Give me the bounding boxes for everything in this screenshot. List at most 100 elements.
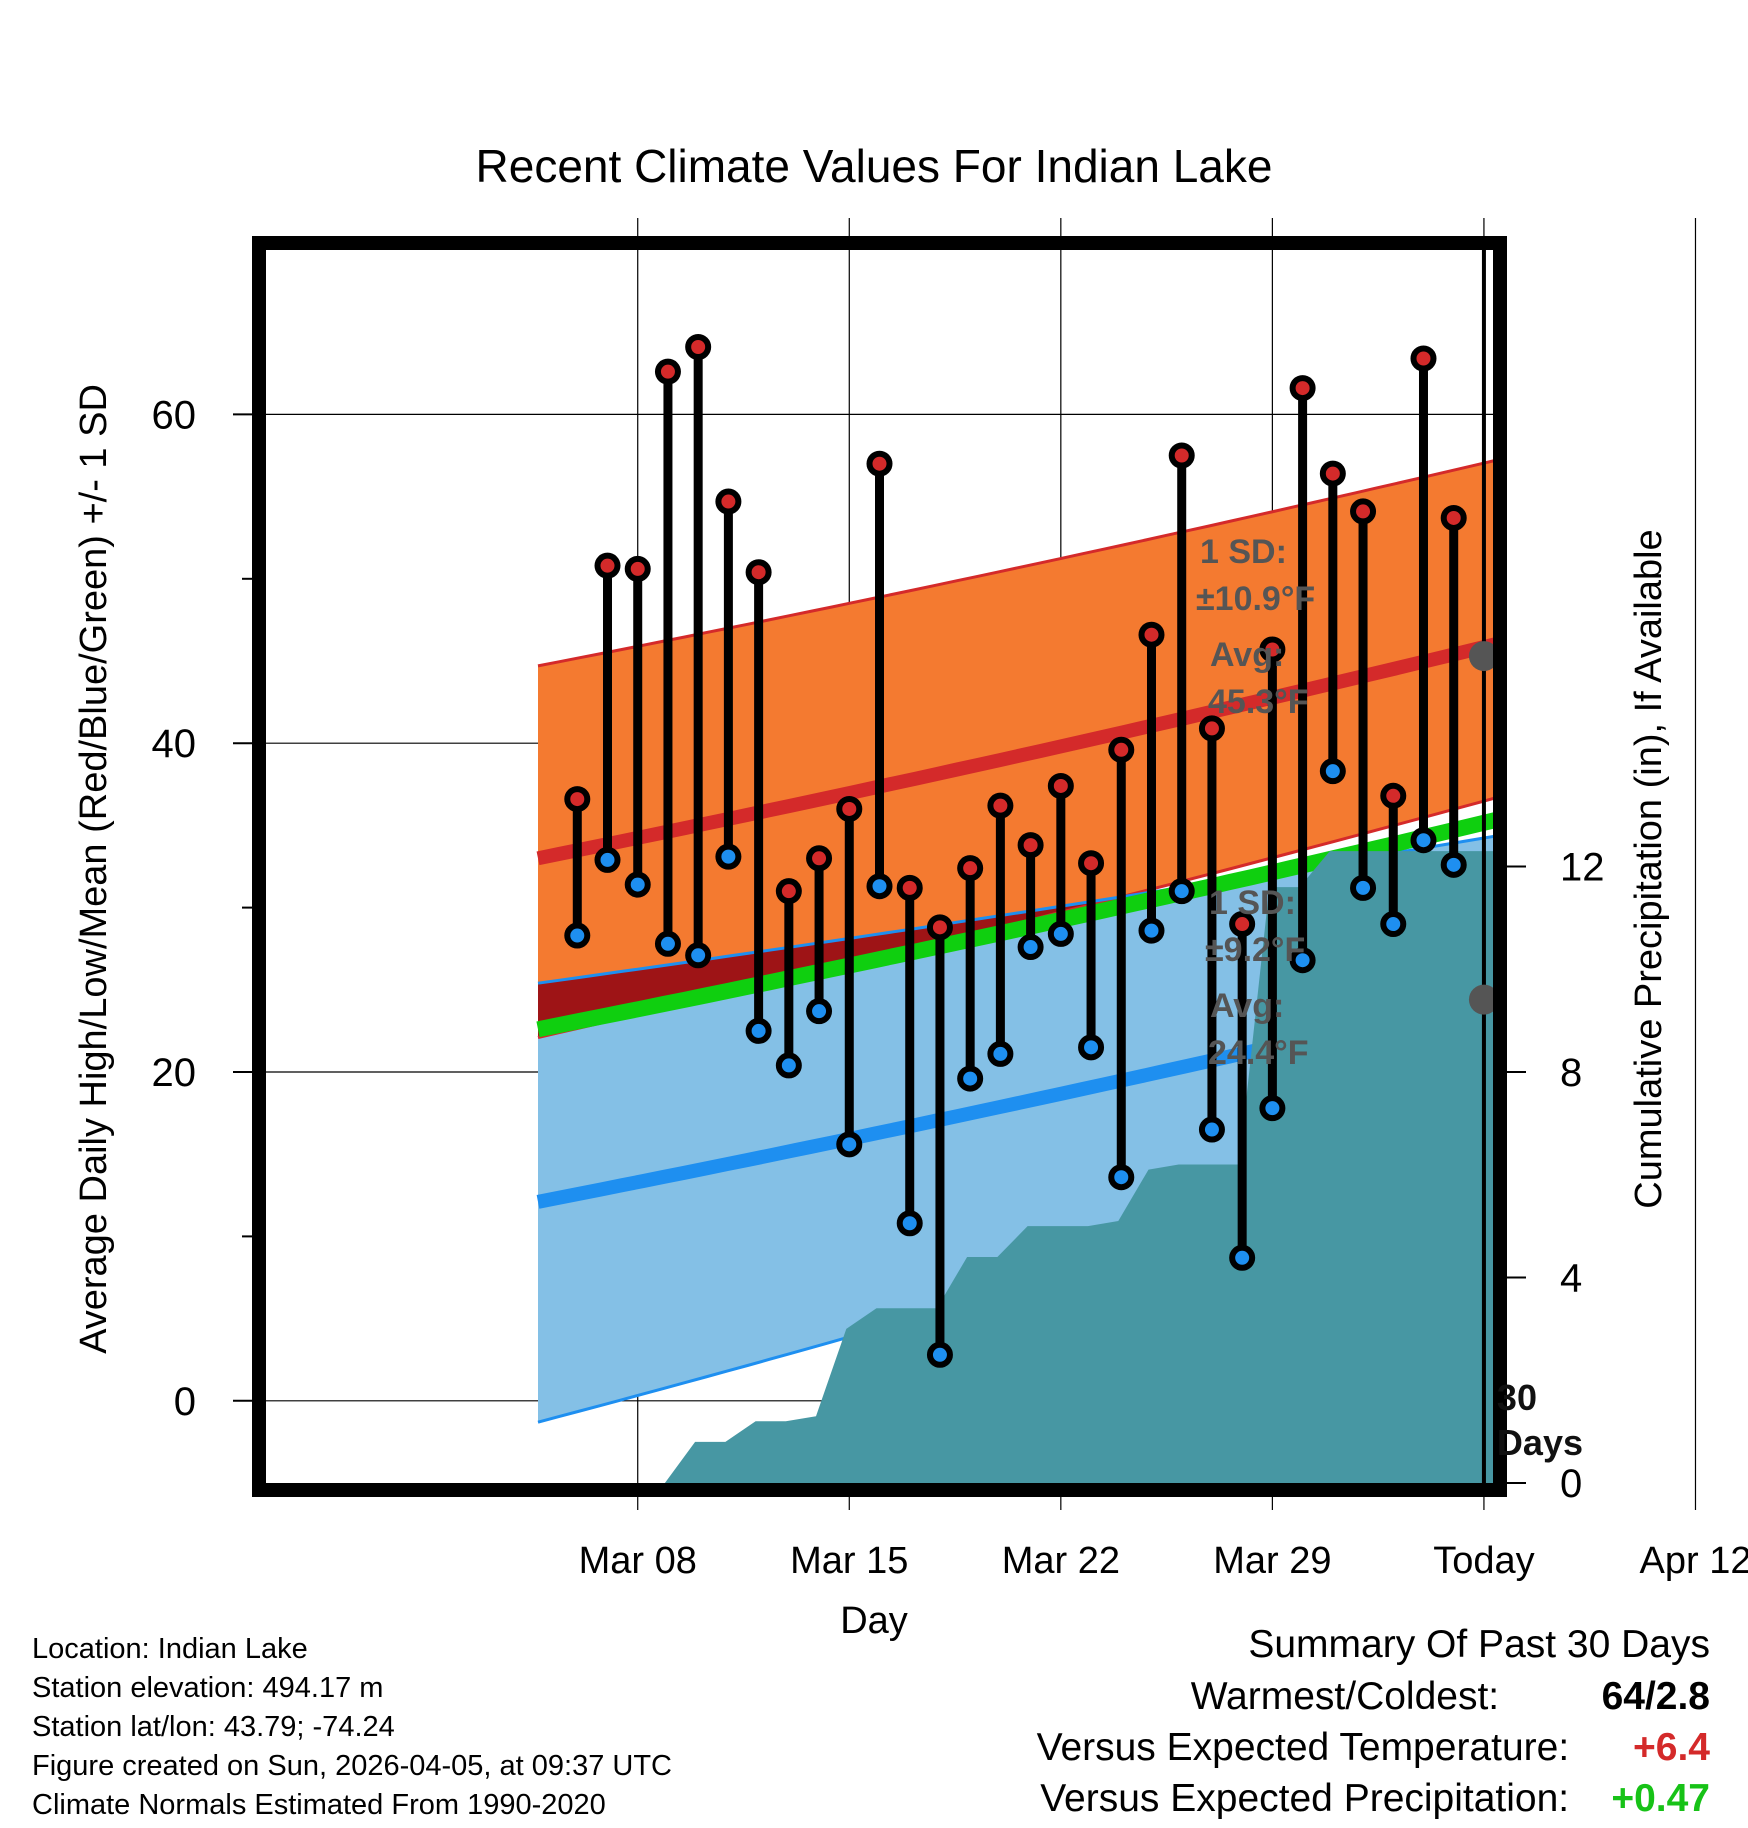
daily-high-dot — [1017, 832, 1044, 859]
today-box-label-line: 30 — [1497, 1377, 1537, 1418]
summary-temperature: Versus Expected Temperature: +6.4 — [1037, 1728, 1710, 1767]
low-avg-label: Avg: — [1210, 987, 1284, 1025]
daily-low-dot — [926, 1341, 953, 1368]
warmest-label: Warmest/Coldest: — [1190, 1675, 1500, 1718]
chart-title: Recent Climate Values For Indian Lake — [476, 140, 1273, 192]
today-box-label-line: Days — [1497, 1422, 1583, 1463]
daily-low-dot — [745, 1017, 772, 1044]
daily-high-dot — [896, 874, 923, 901]
daily-high-dot — [1198, 715, 1225, 742]
x-axis-title: Day — [840, 1600, 908, 1642]
daily-low-dot — [1259, 1095, 1286, 1122]
normal-mean-line — [536, 812, 1493, 1038]
x-tick-label: Apr 12 — [1640, 1540, 1748, 1582]
y-tick-label: 40 — [152, 722, 197, 766]
daily-low-dot — [775, 1052, 802, 1079]
daily-low-dot — [715, 843, 742, 870]
precipitation-area — [664, 851, 1493, 1483]
daily-low-dot — [1440, 851, 1467, 878]
daily-low-dot — [1108, 1164, 1135, 1191]
daily-high-dot — [1410, 345, 1437, 372]
daily-high-dot — [1350, 498, 1377, 525]
daily-low-dot — [866, 873, 893, 900]
daily-high-dot — [1108, 736, 1135, 763]
footer-normals: Climate Normals Estimated From 1990-2020 — [32, 1789, 606, 1821]
precip-value: +0.47 — [1611, 1777, 1710, 1820]
daily-high-dot — [745, 559, 772, 586]
summary-warmest: Warmest/Coldest: 64/2.8 — [1191, 1677, 1710, 1716]
y-axis-title: Average Daily High/Low/Mean (Red/Blue/Gr… — [73, 384, 115, 1354]
daily-high-dot — [1168, 442, 1195, 469]
y2-tick-label: 4 — [1560, 1257, 1582, 1301]
daily-low-dot — [1289, 947, 1316, 974]
high-sd-value: ±10.9°F — [1196, 580, 1315, 618]
daily-low-dot — [654, 930, 681, 957]
daily-low-dot — [1078, 1034, 1105, 1061]
summary-title: Summary Of Past 30 Days — [1248, 1625, 1710, 1664]
daily-high-dot — [806, 845, 833, 872]
daily-low-dot — [594, 846, 621, 873]
daily-low-dot — [806, 998, 833, 1025]
daily-dots — [564, 333, 1467, 1368]
daily-high-dot — [957, 855, 984, 882]
footer-location: Location: Indian Lake — [32, 1633, 308, 1665]
daily-low-dot — [1380, 911, 1407, 938]
x-tick-label: Mar 29 — [1213, 1540, 1331, 1582]
normal-high-line — [536, 637, 1493, 866]
daily-high-dot — [715, 488, 742, 515]
daily-high-dot — [624, 555, 651, 582]
temp-value: +6.4 — [1633, 1726, 1710, 1769]
summary-precipitation: Versus Expected Precipitation: +0.47 — [1040, 1779, 1710, 1818]
daily-range-stems — [572, 346, 1459, 1355]
warmest-value: 64/2.8 — [1601, 1675, 1710, 1718]
daily-high-dot — [1259, 636, 1286, 663]
daily-low-dot — [836, 1131, 863, 1158]
daily-low-dot — [1168, 878, 1195, 905]
daily-low-dot — [896, 1210, 923, 1237]
high-sd-upper-edge — [537, 459, 1493, 668]
y2-tick-label: 0 — [1560, 1462, 1582, 1506]
footer-elevation: Station elevation: 494.17 m — [32, 1672, 384, 1704]
x-tick-label: Mar 22 — [1002, 1540, 1120, 1582]
daily-low-dot — [1229, 1244, 1256, 1271]
daily-high-dot — [1289, 375, 1316, 402]
daily-high-dot — [1229, 911, 1256, 938]
footer-created: Figure created on Sun, 2026-04-05, at 09… — [32, 1750, 672, 1782]
high-avg-value: 45.3°F — [1208, 683, 1309, 721]
y2-tick-label: 8 — [1560, 1051, 1582, 1095]
daily-high-dot — [1047, 772, 1074, 799]
daily-high-dot — [866, 450, 893, 477]
x-tick-label: Mar 15 — [790, 1540, 908, 1582]
x-tick-label: Mar 08 — [579, 1540, 697, 1582]
daily-low-dot — [1350, 874, 1377, 901]
daily-low-dot — [957, 1065, 984, 1092]
daily-low-dot — [564, 922, 591, 949]
low-avg-marker — [1468, 984, 1499, 1015]
daily-high-dot — [1380, 782, 1407, 809]
low-avg-value: 24.4°F — [1208, 1034, 1309, 1072]
y2-tick-label: 12 — [1560, 846, 1605, 890]
low-sd-value: ±9.2°F — [1205, 931, 1305, 969]
temp-label: Versus Expected Temperature: — [1036, 1726, 1570, 1769]
daily-low-dot — [1319, 758, 1346, 785]
daily-low-dot — [1047, 920, 1074, 947]
high-avg-marker — [1468, 641, 1499, 672]
y-tick-label: 20 — [152, 1051, 197, 1095]
daily-low-dot — [987, 1040, 1014, 1067]
normal-lines — [536, 459, 1493, 1424]
daily-high-dot — [1138, 621, 1165, 648]
cumulative-precipitation — [664, 851, 1493, 1483]
today-marker — [1468, 243, 1499, 1490]
daily-high-dot — [987, 792, 1014, 819]
annotations: 1 SD: ±10.9°F Avg: 45.3°F 1 SD: ±9.2°F A… — [1196, 533, 1315, 1072]
y-tick-label: 0 — [174, 1380, 196, 1424]
daily-high-dot — [1319, 460, 1346, 487]
normal-low-line — [536, 988, 1493, 1209]
daily-high-dot — [594, 552, 621, 579]
low-sd-label: 1 SD: — [1209, 884, 1296, 922]
daily-low-dot — [1017, 934, 1044, 961]
daily-high-dot — [926, 914, 953, 941]
daily-low-dot — [624, 871, 651, 898]
daily-high-dot — [836, 795, 863, 822]
